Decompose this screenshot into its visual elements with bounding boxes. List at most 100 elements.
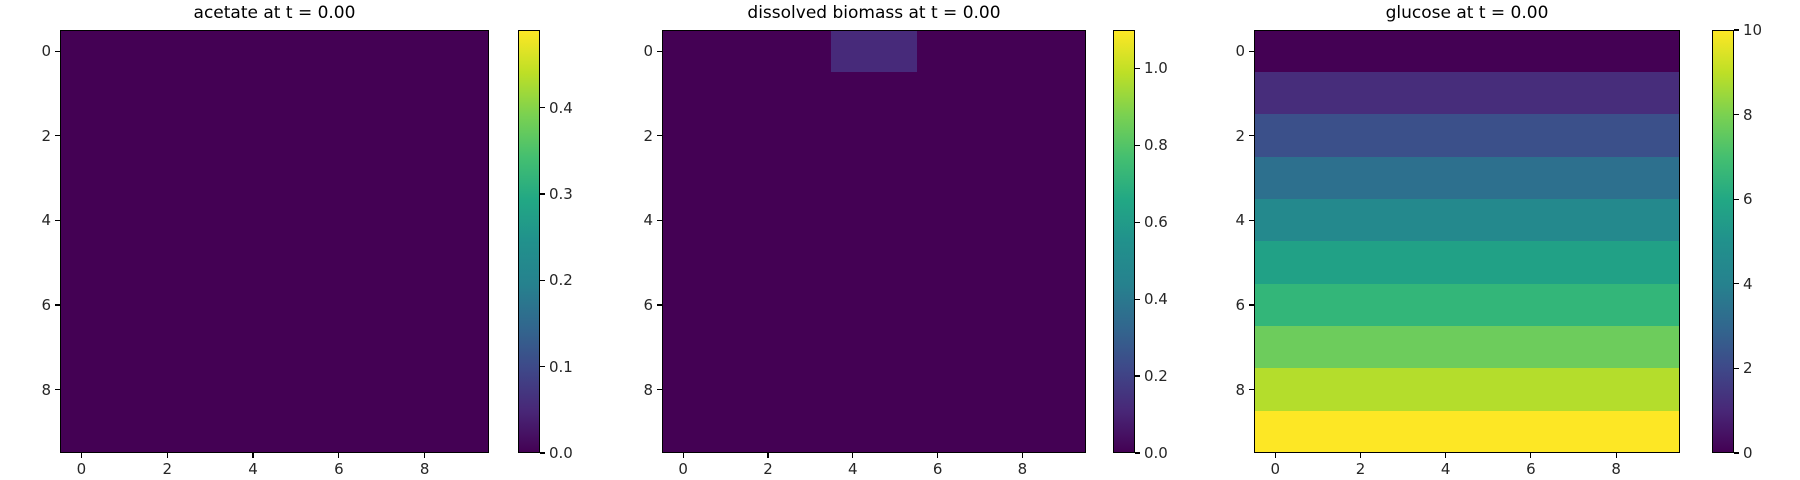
colorbar-tick-mark <box>1734 29 1739 31</box>
x-tick-mark <box>1615 453 1617 458</box>
y-tick-mark <box>1249 388 1254 391</box>
colorbar-tick-label: 0.0 <box>549 444 573 462</box>
x-tick-label: 8 <box>1611 460 1621 478</box>
colorbar-tick-mark <box>540 452 545 454</box>
y-tick-label: 2 <box>643 126 653 145</box>
x-tick-label: 0 <box>678 460 688 478</box>
heatmap-row <box>1255 410 1679 452</box>
colorbar-tick-label: 0.2 <box>1144 367 1168 386</box>
colorbar-tick-label: 2 <box>1743 359 1753 378</box>
y-tick-label: 0 <box>643 42 653 61</box>
colorbar-tick-label: 0.6 <box>1144 213 1168 232</box>
heatmap-row <box>1255 114 1679 158</box>
x-tick-label: 2 <box>763 460 773 478</box>
y-tick-label: 4 <box>1235 211 1245 230</box>
heatmap-row <box>1255 156 1679 201</box>
y-tick-mark <box>55 388 60 391</box>
x-tick-label: 4 <box>1440 460 1451 478</box>
x-tick-label: 8 <box>1017 460 1028 478</box>
y-tick-mark <box>657 304 662 306</box>
colorbar-tick-mark <box>540 193 545 195</box>
y-tick-mark <box>55 50 60 52</box>
y-tick-label: 4 <box>41 211 51 230</box>
x-tick-label: 6 <box>932 460 943 478</box>
y-tick-mark <box>1249 50 1254 52</box>
x-tick-label: 8 <box>419 460 430 478</box>
y-tick-label: 4 <box>643 211 653 230</box>
y-tick-mark <box>657 135 662 137</box>
biomass-seed-cell <box>873 31 917 73</box>
colorbar-tick-mark <box>1734 114 1739 116</box>
heatmap-row <box>1255 325 1679 370</box>
x-tick-label: 6 <box>334 460 344 478</box>
x-tick-mark <box>424 453 426 458</box>
colorbar-tick-mark <box>540 366 545 368</box>
colorbar-tick-mark <box>1135 144 1140 146</box>
colorbar-tick-mark <box>1135 221 1140 223</box>
x-tick-mark <box>166 453 168 458</box>
y-tick-mark <box>55 304 60 306</box>
y-tick-mark <box>657 219 662 221</box>
heatmap-axes <box>662 30 1086 453</box>
panel-title: acetate at t = 0.00 <box>193 3 356 23</box>
y-tick-label: 8 <box>41 380 51 399</box>
y-tick-mark <box>55 219 60 221</box>
colorbar-tick-mark <box>540 279 545 281</box>
panel-title: glucose at t = 0.00 <box>1385 3 1549 23</box>
x-tick-label: 6 <box>1526 460 1536 478</box>
x-tick-mark <box>852 453 854 458</box>
colorbar-tick-mark <box>1135 67 1140 70</box>
colorbar-tick-label: 0.3 <box>549 185 573 204</box>
colorbar-tick-mark <box>540 107 545 109</box>
colorbar-tick-label: 8 <box>1743 105 1753 124</box>
y-tick-mark <box>1249 304 1254 306</box>
y-tick-label: 0 <box>41 42 51 61</box>
heatmap-row <box>1255 199 1679 243</box>
y-tick-label: 2 <box>1235 126 1245 145</box>
x-tick-mark <box>80 453 83 458</box>
colorbar-tick-mark <box>1734 198 1739 200</box>
y-tick-label: 2 <box>41 126 51 145</box>
y-tick-label: 0 <box>1235 42 1245 61</box>
x-tick-label: 2 <box>1355 460 1366 478</box>
colorbar <box>1712 30 1734 453</box>
x-tick-mark <box>767 453 769 458</box>
x-tick-mark <box>1274 453 1276 458</box>
x-tick-mark <box>682 453 684 458</box>
colorbar-tick-mark <box>1135 452 1140 454</box>
x-tick-mark <box>1445 453 1447 458</box>
y-tick-mark <box>1249 219 1254 221</box>
heatmap-row <box>1255 72 1679 116</box>
x-tick-mark <box>1530 453 1532 458</box>
y-tick-label: 6 <box>643 295 653 314</box>
y-tick-mark <box>657 50 662 52</box>
y-tick-label: 8 <box>1235 380 1245 399</box>
heatmap-axes <box>1254 30 1680 453</box>
y-tick-mark <box>1249 135 1254 137</box>
colorbar-tick-mark <box>1135 375 1140 377</box>
heatmap-row <box>1255 241 1679 285</box>
x-tick-label: 2 <box>162 460 173 478</box>
colorbar <box>518 30 540 453</box>
colorbar-tick-label: 10 <box>1743 21 1763 39</box>
y-tick-mark <box>657 388 662 391</box>
x-tick-mark <box>937 453 939 458</box>
colorbar-tick-mark <box>1734 283 1739 285</box>
y-tick-label: 8 <box>643 380 653 399</box>
colorbar-tick-label: 4 <box>1743 274 1753 293</box>
x-tick-mark <box>252 453 254 458</box>
colorbar-tick-label: 0.4 <box>1144 290 1168 309</box>
colorbar-tick-mark <box>1734 452 1739 454</box>
heatmap-row <box>1255 283 1679 328</box>
colorbar-tick-label: 0.0 <box>1144 444 1168 462</box>
heatmap-axes <box>60 30 489 453</box>
heatmap-row <box>1255 31 1679 75</box>
colorbar-tick-label: 1.0 <box>1144 59 1168 78</box>
colorbar-tick-label: 0.4 <box>549 98 573 117</box>
colorbar-tick-label: 0 <box>1743 444 1753 462</box>
colorbar-tick-label: 0.1 <box>549 357 573 376</box>
